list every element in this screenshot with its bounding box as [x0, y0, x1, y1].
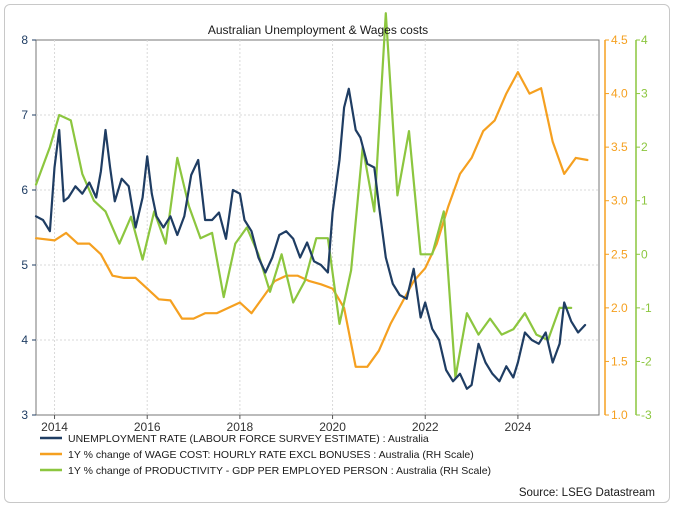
right-outer-tick-label: 0 — [641, 247, 648, 261]
left-tick-label: 8 — [21, 33, 28, 47]
right-outer-tick-label: 2 — [641, 140, 648, 154]
right-inner-tick-label: 2.0 — [611, 301, 628, 315]
axis-ticks: 2014 2016 2018 2020 2022 20243456781.01.52.02… — [21, 33, 652, 434]
series-lines — [34, 12, 589, 390]
right-inner-tick-label: 3.5 — [611, 140, 628, 154]
legend-label-wage-cost: 1Y % change of WAGE COST: HOURLY RATE EX… — [68, 449, 474, 461]
x-tick-label: 2018 — [227, 420, 254, 434]
right-inner-tick-label: 4.5 — [611, 33, 628, 47]
chart-title: Australian Unemployment & Wages costs — [208, 23, 428, 37]
right-inner-tick-label: 4.0 — [611, 87, 628, 101]
right-inner-tick-label: 1.0 — [611, 408, 628, 422]
x-tick-label: 2020 — [319, 420, 346, 434]
x-tick-label: 2022 — [412, 420, 439, 434]
right-outer-tick-label: -1 — [641, 301, 652, 315]
wage-cost-line — [34, 70, 589, 368]
legend-label-unemployment: UNEMPLOYMENT RATE (LABOUR FORCE SURVEY E… — [68, 433, 429, 445]
x-tick-label: 2024 — [505, 420, 532, 434]
right-outer-tick-label: 3 — [641, 87, 648, 101]
right-inner-tick-label: 2.5 — [611, 247, 628, 261]
plot-area — [35, 39, 600, 416]
left-tick-label: 4 — [21, 333, 28, 347]
left-tick-label: 6 — [21, 183, 28, 197]
right-outer-tick-label: 1 — [641, 194, 648, 208]
x-tick-label: 2014 — [41, 420, 68, 434]
right-inner-tick-label: 1.5 — [611, 354, 628, 368]
productivity-line — [34, 12, 573, 379]
x-tick-label: 2016 — [134, 420, 161, 434]
left-tick-label: 5 — [21, 258, 28, 272]
right-outer-tick-label: 4 — [641, 33, 648, 47]
unemployment-rate-line — [34, 87, 587, 390]
left-tick-label: 3 — [21, 408, 28, 422]
right-outer-tick-label: -3 — [641, 408, 652, 422]
legend-label-productivity: 1Y % change of PRODUCTIVITY - GDP PER EM… — [68, 465, 491, 477]
source-note: Source: LSEG Datastream — [519, 487, 655, 499]
left-tick-label: 7 — [21, 108, 28, 122]
legend: UNEMPLOYMENT RATE (LABOUR FORCE SURVEY E… — [40, 433, 491, 477]
right-inner-tick-label: 3.0 — [611, 194, 628, 208]
right-outer-tick-label: -2 — [641, 354, 652, 368]
